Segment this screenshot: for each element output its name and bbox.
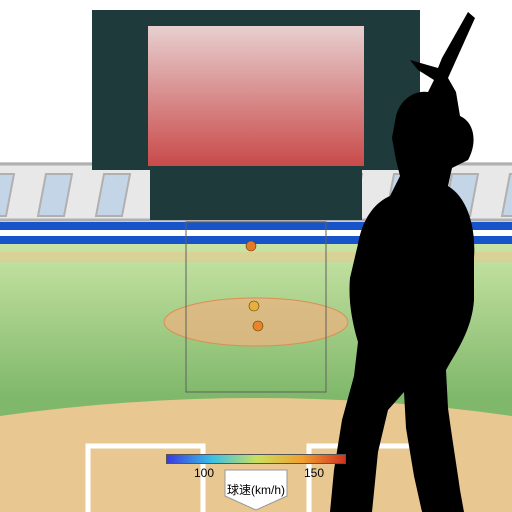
- legend-tick: 100: [194, 466, 214, 480]
- speed-legend: 100 150 球速(km/h): [166, 454, 346, 498]
- pitch-location-chart: 100 150 球速(km/h): [0, 0, 512, 512]
- pitch-marker: [246, 241, 256, 251]
- pitch-marker: [253, 321, 263, 331]
- pitch-marker: [249, 301, 259, 311]
- legend-label: 球速(km/h): [166, 481, 346, 498]
- scoreboard-screen: [148, 26, 364, 166]
- legend-tick: 150: [304, 466, 324, 480]
